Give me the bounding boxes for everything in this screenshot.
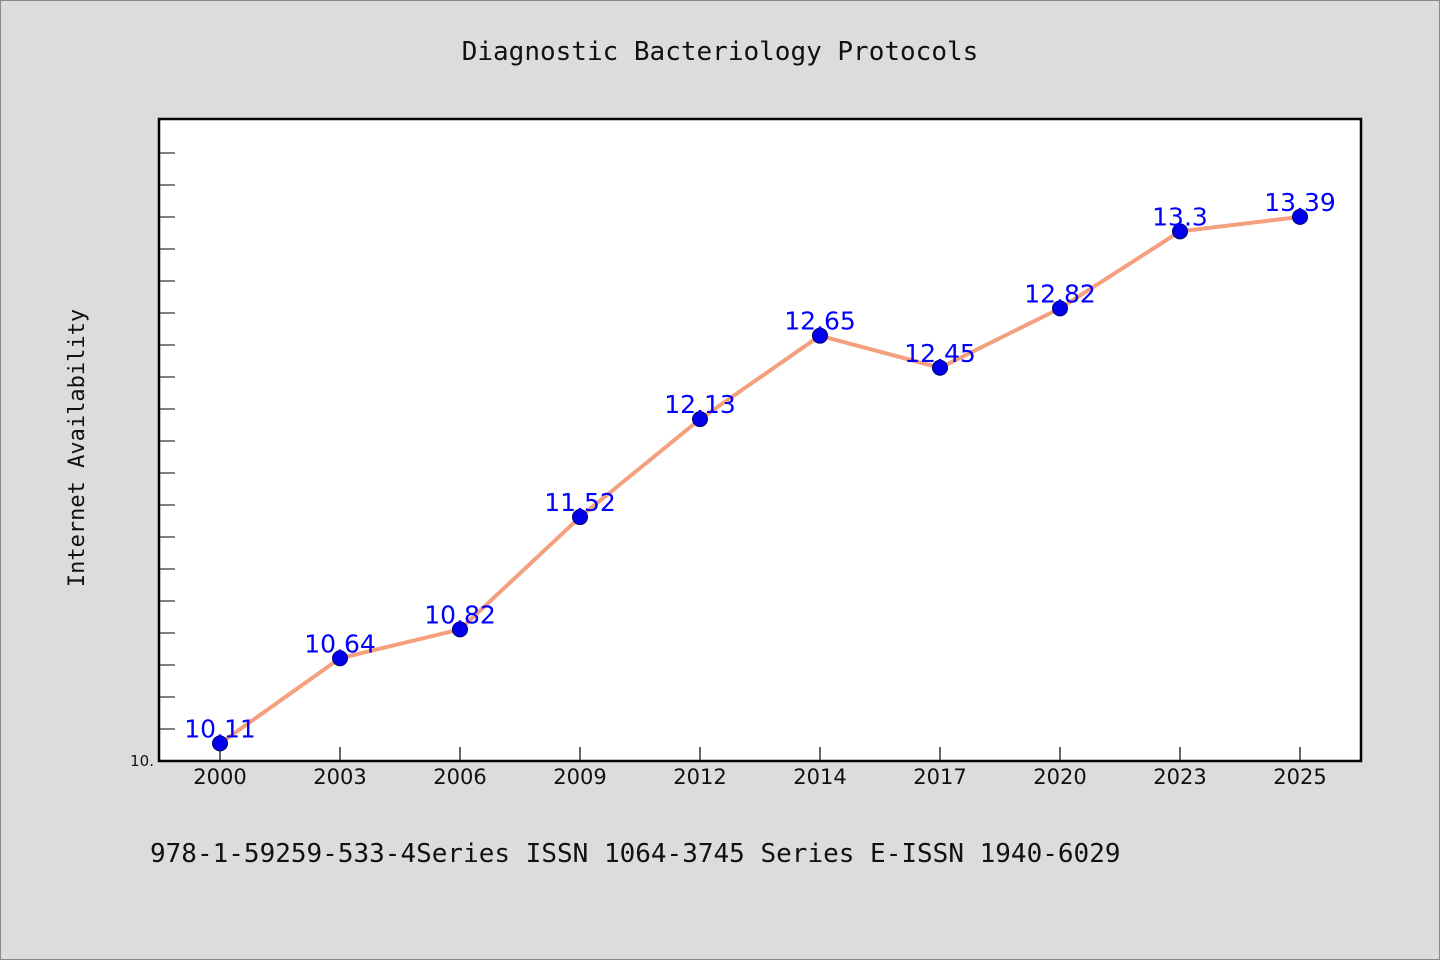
data-label: 12.65 (784, 307, 856, 336)
x-tick-label: 2009 (553, 765, 606, 789)
data-label: 12.45 (904, 339, 976, 368)
data-label: 10.11 (184, 714, 256, 743)
chart-title: Diagnostic Bacteriology Protocols (462, 37, 979, 67)
data-point (1052, 300, 1068, 317)
x-tick-label: 2017 (913, 765, 966, 789)
data-point (1292, 208, 1308, 225)
x-tick-label: 2025 (1273, 765, 1326, 789)
data-label: 13.39 (1264, 188, 1336, 217)
data-label: 10.82 (424, 600, 496, 629)
series-group (212, 208, 1308, 752)
data-labels: 10.11 10.64 10.82 11.52 12.13 12.65 12.45 12.82… (184, 188, 1336, 743)
x-tick-label: 2014 (793, 765, 846, 789)
y-tick-label: 10. (130, 752, 154, 770)
x-axis-ticks: 2000 2003 2006 2009 2012 2014 2017 2020 2023 2025 (193, 747, 1327, 789)
x-tick-label: 2020 (1033, 765, 1086, 789)
data-label: 12.13 (664, 390, 736, 419)
data-label: 13.3 (1152, 202, 1208, 231)
data-point (1172, 223, 1188, 240)
data-point (332, 650, 348, 667)
data-point (212, 735, 228, 752)
footer-isbn-text: 978-1-59259-533-4Series ISSN 1064-3745 S… (150, 839, 1121, 869)
x-tick-label: 2006 (433, 765, 486, 789)
data-point (812, 327, 828, 344)
data-label: 11.52 (544, 488, 616, 517)
x-tick-label: 2003 (313, 765, 366, 789)
x-tick-label: 2000 (193, 765, 246, 789)
data-label: 10.64 (304, 629, 376, 658)
data-point (932, 359, 948, 376)
y-axis-ticks (159, 152, 175, 730)
data-point (572, 509, 588, 526)
x-tick-label: 2012 (673, 765, 726, 789)
data-point (692, 411, 708, 428)
data-label: 12.82 (1024, 279, 1096, 308)
data-point (452, 621, 468, 638)
y-axis-label: Internet Availability (65, 309, 90, 587)
x-tick-label: 2023 (1153, 765, 1206, 789)
series-line (218, 214, 1301, 745)
